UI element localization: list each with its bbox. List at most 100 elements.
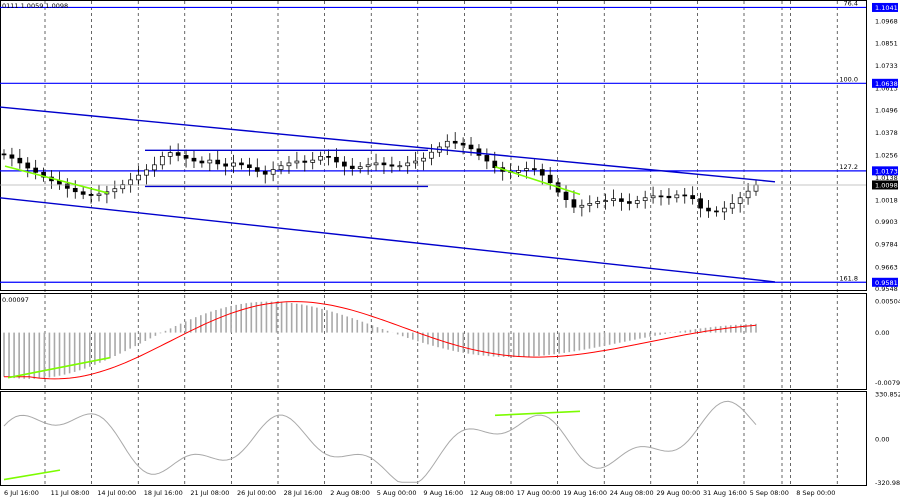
candle-body (334, 156, 339, 163)
fib-level-tag-text: 0.9581 (875, 279, 898, 287)
candle-body (17, 157, 23, 164)
candle-body (587, 203, 593, 206)
candle-body (389, 164, 395, 167)
candle-body (25, 162, 31, 169)
candle-body (294, 160, 300, 164)
candle-body (1, 153, 7, 156)
macd-panel-frame (0, 293, 867, 390)
candle-body (737, 197, 743, 204)
cci-tick-label: 330.8524 (875, 391, 900, 399)
candle-body (658, 195, 664, 198)
candle-body (753, 184, 759, 192)
candle-body (199, 160, 205, 164)
candle-body (571, 199, 577, 208)
candle-body (152, 164, 157, 171)
candle-body (191, 157, 197, 162)
candle-body (262, 171, 268, 175)
candle-body (310, 159, 316, 163)
cci-panel: 330.8524 0.00 -320.985 (3, 391, 900, 487)
x-tick-label: 19 Aug 16:00 (563, 489, 607, 497)
fib-level-label: 76.4 (844, 0, 858, 7)
price-tick-label: 1.0496 (875, 107, 898, 115)
candle-body (41, 172, 46, 178)
fib-level-label: 161.8 (839, 274, 858, 282)
candle-body (666, 195, 672, 199)
x-tick-label: 14 Jul 00:00 (97, 489, 136, 497)
price-tick-label: 1.0256 (875, 152, 898, 160)
x-tick-label: 6 Jul 16:00 (4, 489, 39, 497)
candle-body (539, 169, 545, 176)
candle-body (183, 155, 189, 159)
candle-body (342, 161, 347, 167)
cci-tick-label: -320.985 (875, 479, 900, 487)
fib-level-tag-text: 1.0173 (875, 167, 898, 175)
candle-body (239, 162, 244, 166)
price-tick-label: 0.9784 (875, 241, 898, 249)
x-tick-label: 9 Aug 16:00 (423, 489, 463, 497)
x-tick-label: 18 Jul 16:00 (144, 489, 183, 497)
candle-body (405, 162, 411, 167)
candle-body (326, 156, 331, 158)
candle-body (452, 140, 458, 144)
candle-body (706, 207, 711, 212)
candle-body (595, 201, 601, 204)
x-tick-label: 5 Sep 08:00 (750, 489, 789, 497)
current-price-tag (872, 180, 898, 190)
candle-body (9, 154, 15, 159)
cci-line (3, 400, 757, 483)
candle-body (413, 160, 418, 164)
candle-body (278, 165, 284, 170)
candle-body (579, 204, 585, 208)
fib-level-tag (872, 166, 898, 176)
price-tick-label: 0.9663 (875, 263, 898, 271)
candle-body (674, 194, 680, 199)
macd-signal-line (4, 301, 757, 380)
cci-divergence-line (494, 410, 581, 417)
candle-body (721, 207, 727, 213)
candle-body (88, 194, 94, 196)
candle-body (468, 144, 474, 150)
symbol-info: 0111 1.0059 1.0098 (2, 2, 68, 10)
channel-upper-line (0, 106, 776, 183)
candle-body (215, 159, 221, 165)
candle-body (254, 167, 260, 172)
candle-body (175, 152, 181, 156)
candle-body (516, 170, 521, 173)
candle-body (112, 188, 118, 193)
candle-body (397, 165, 403, 168)
x-tick-label: 31 Aug 16:00 (703, 489, 747, 497)
candle-body (460, 142, 466, 146)
candle-body (492, 160, 498, 168)
candle-body (484, 155, 490, 162)
candle-body (144, 169, 149, 176)
candle-body (231, 162, 236, 167)
macd-label: 0.00097 (2, 296, 29, 304)
price-tick-label: 1.0018 (875, 197, 898, 205)
price-divergence-line (4, 165, 109, 194)
candle-body (286, 162, 292, 167)
candle-body (72, 188, 78, 193)
candle-body (357, 166, 363, 169)
candle-body (444, 140, 450, 148)
fib-level-label: 127.2 (839, 163, 858, 171)
candle-body (524, 168, 529, 171)
price-tick-label: 1.0613 (875, 85, 898, 93)
fib-level-tag (872, 2, 898, 12)
candle-body (690, 195, 696, 200)
price-divergence-line (494, 165, 581, 196)
fib-level-label: 100.0 (839, 75, 858, 83)
current-price-tag-text: 1.0098 (875, 181, 898, 189)
x-tick-label: 28 Jul 16:00 (284, 489, 323, 497)
fib-level-tag-text: 1.1041 (875, 4, 898, 12)
candle-body (373, 162, 379, 166)
x-tick-label: 5 Aug 00:00 (377, 489, 417, 497)
x-tick-label: 2 Aug 08:00 (330, 489, 370, 497)
candle-body (634, 200, 640, 204)
price-tick-label: 0.9903 (875, 218, 898, 226)
macd-tick-label: -0.00797 (875, 379, 900, 387)
price-tick-label: 1.0968 (875, 18, 898, 26)
candle-body (714, 210, 719, 213)
cci-tick-label: 0.00 (875, 436, 889, 444)
